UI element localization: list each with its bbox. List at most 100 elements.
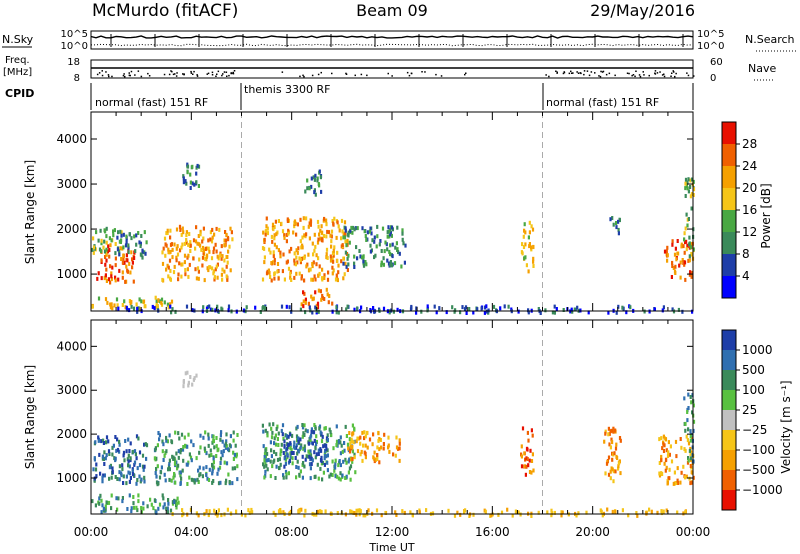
power-cell: [178, 224, 182, 229]
velocity-cell: [616, 456, 619, 460]
velocity-cell: [130, 509, 133, 514]
velocity-cell: [605, 461, 609, 466]
power-cell: [306, 186, 309, 191]
power-cell: [685, 239, 688, 244]
velocity-cell: [682, 511, 685, 516]
nave-tick-bottom: 0: [710, 73, 716, 84]
velocity-colorbar-swatch: [722, 390, 736, 411]
velocity-cell: [228, 480, 231, 484]
power-cell: [528, 242, 531, 246]
power-cell: [189, 180, 192, 185]
velocity-cell: [167, 467, 170, 472]
nave-dot: [391, 75, 393, 77]
velocity-cell: [131, 468, 134, 473]
power-cell: [130, 250, 133, 255]
power-cell: [110, 271, 113, 276]
velocity-cell: [146, 504, 149, 509]
nave-dot: [548, 75, 550, 78]
power-cell: [141, 255, 144, 260]
power-cell: [306, 178, 309, 183]
power-cell: [270, 234, 273, 239]
velocity-cell: [115, 496, 118, 501]
velocity-cell: [352, 440, 355, 445]
velocity-cell: [219, 437, 222, 442]
power-cell: [184, 268, 187, 272]
velocity-cell: [127, 453, 130, 458]
velocity-cell: [319, 509, 322, 514]
velocity-cell: [135, 456, 138, 461]
power-cell: [342, 256, 345, 261]
velocity-cell: [299, 445, 302, 450]
velocity-cell: [284, 433, 287, 438]
velocity-cell: [184, 371, 187, 376]
power-cell: [335, 235, 338, 240]
velocity-cell: [174, 430, 177, 435]
power-cell: [459, 310, 462, 315]
velocity-cell: [335, 424, 338, 429]
velocity-cell: [392, 452, 395, 457]
nave-dot: [147, 72, 149, 75]
power-cell: [198, 257, 201, 262]
velocity-cell: [132, 505, 136, 510]
power-cell: [197, 276, 200, 281]
power-cell: [176, 244, 179, 249]
power-cell: [476, 307, 479, 312]
power-cell: [522, 234, 525, 239]
velocity-cell: [273, 441, 276, 446]
power-cell: [194, 239, 198, 244]
velocity-cell: [313, 423, 316, 427]
power-cell: [313, 190, 316, 195]
nave-dot: [408, 74, 411, 77]
power-cell: [330, 244, 333, 249]
power-cell: [188, 232, 191, 236]
power-cell: [263, 260, 266, 265]
velocity-cell: [279, 462, 282, 467]
velocity-cell: [689, 429, 692, 434]
velocity-cell: [375, 508, 379, 513]
velocity-cell: [276, 437, 279, 441]
power-cell: [283, 233, 286, 238]
velocity-cell: [425, 508, 428, 513]
velocity-cell: [156, 482, 159, 487]
velocity-cell: [309, 476, 312, 481]
power-colorbar-swatch: [722, 122, 736, 145]
power-cell: [275, 245, 278, 250]
power-cell: [167, 265, 170, 270]
power-cell: [690, 206, 693, 211]
velocity-cell: [316, 462, 319, 467]
freq-panel: Freq. [MHz] 18 8 60 0 Nave: [3, 55, 776, 84]
power-cell: [674, 246, 677, 251]
velocity-cell: [656, 510, 659, 515]
velocity-cell: [134, 452, 137, 457]
velocity-cell: [100, 510, 103, 515]
velocity-cell: [138, 474, 141, 479]
velocity-cell: [186, 444, 189, 449]
velocity-cell: [304, 508, 307, 513]
velocity-cell: [192, 443, 195, 448]
velocity-cell: [349, 441, 352, 446]
power-cell: [131, 260, 134, 265]
velocity-cell: [636, 513, 639, 518]
power-cell: [185, 304, 189, 309]
velocity-cell: [188, 475, 191, 480]
power-cell: [268, 247, 271, 252]
power-cell: [92, 236, 95, 241]
power-cell: [687, 258, 690, 263]
velocity-cell: [95, 462, 98, 467]
velocity-cell: [272, 510, 275, 515]
velocity-cell: [122, 453, 125, 458]
velocity-cell: [264, 428, 267, 433]
power-cell: [224, 243, 227, 248]
velocity-cell: [137, 436, 140, 441]
power-cell: [311, 277, 314, 282]
velocity-cell: [211, 469, 214, 474]
power-cell: [530, 224, 533, 229]
power-cell: [331, 251, 335, 256]
power-cell: [168, 258, 172, 263]
power-cell: [527, 310, 530, 315]
velocity-cell: [668, 467, 671, 472]
nave-dot: [217, 70, 220, 73]
velocity-cell: [220, 430, 223, 435]
power-cell: [310, 176, 313, 181]
